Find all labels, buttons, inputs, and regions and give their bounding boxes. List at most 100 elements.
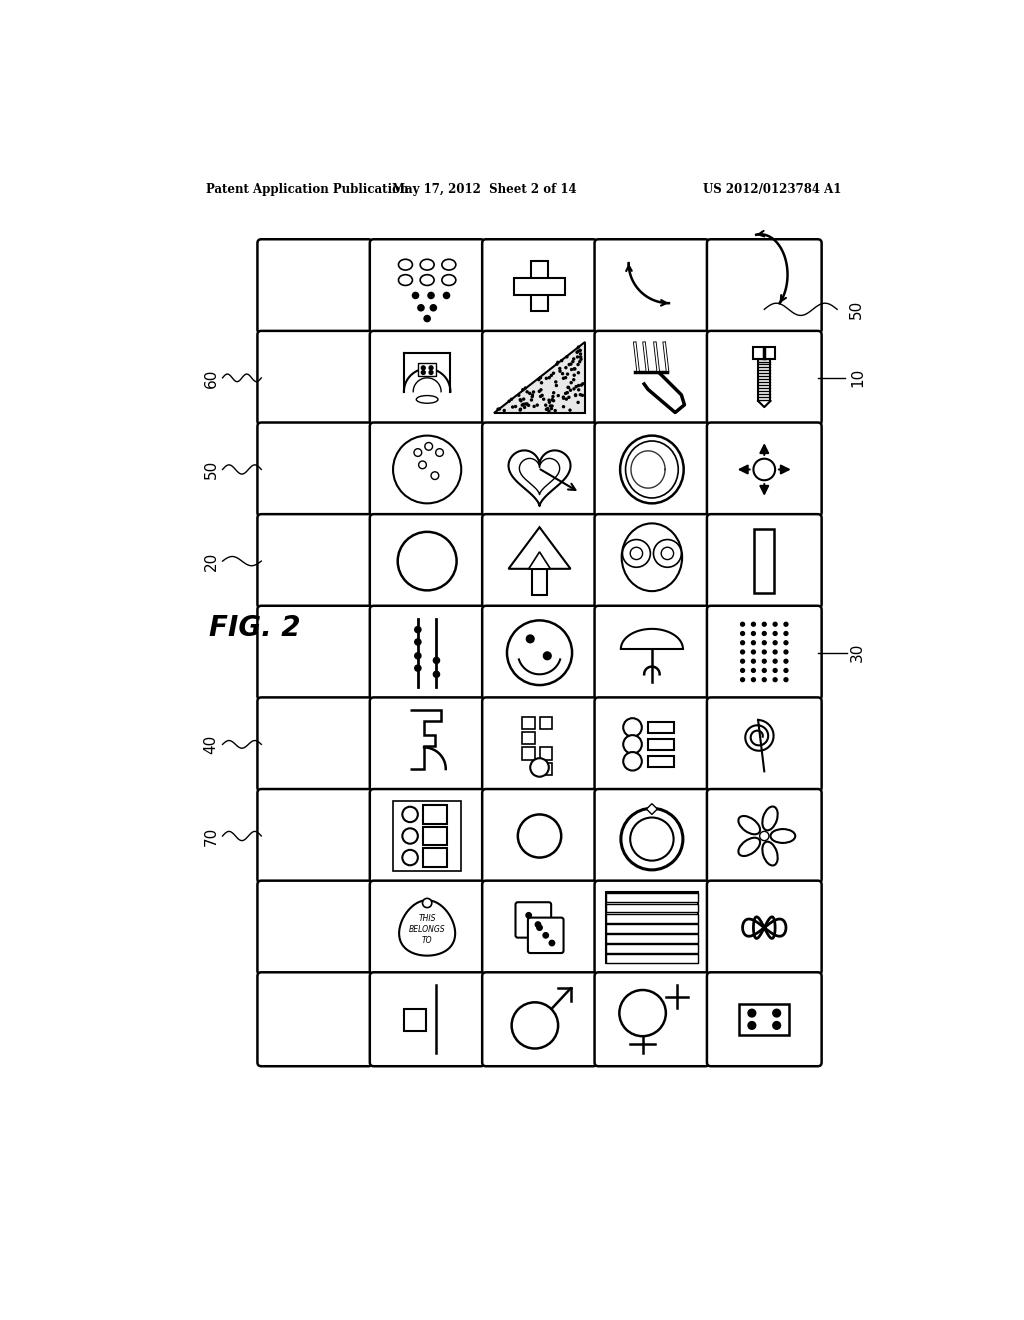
Circle shape xyxy=(546,378,547,379)
Circle shape xyxy=(762,659,766,663)
Circle shape xyxy=(528,392,530,395)
Circle shape xyxy=(784,677,787,681)
Bar xyxy=(754,347,775,359)
Circle shape xyxy=(578,401,580,404)
Circle shape xyxy=(518,814,561,858)
Circle shape xyxy=(521,404,523,407)
Circle shape xyxy=(752,622,756,626)
Circle shape xyxy=(562,397,564,399)
Text: US 2012/0123784 A1: US 2012/0123784 A1 xyxy=(702,182,841,195)
Circle shape xyxy=(429,366,433,370)
Circle shape xyxy=(559,370,561,372)
FancyBboxPatch shape xyxy=(257,973,372,1067)
Bar xyxy=(514,277,564,294)
Circle shape xyxy=(540,396,542,397)
Circle shape xyxy=(413,293,419,298)
Circle shape xyxy=(418,305,424,312)
FancyBboxPatch shape xyxy=(257,422,372,516)
Circle shape xyxy=(549,405,551,407)
Text: Patent Application Publication: Patent Application Publication xyxy=(206,182,408,195)
FancyBboxPatch shape xyxy=(482,239,597,333)
Circle shape xyxy=(526,391,528,393)
Circle shape xyxy=(538,379,540,380)
Circle shape xyxy=(555,381,557,383)
Circle shape xyxy=(580,393,582,396)
Circle shape xyxy=(551,405,553,407)
Bar xyxy=(522,747,535,760)
Circle shape xyxy=(578,372,580,374)
Circle shape xyxy=(582,395,584,396)
FancyBboxPatch shape xyxy=(595,697,710,792)
Circle shape xyxy=(530,758,549,776)
Ellipse shape xyxy=(442,275,456,285)
Circle shape xyxy=(519,409,521,411)
Circle shape xyxy=(564,392,566,395)
Circle shape xyxy=(550,375,552,376)
FancyBboxPatch shape xyxy=(707,239,821,333)
Circle shape xyxy=(773,640,777,644)
FancyBboxPatch shape xyxy=(257,697,372,792)
Circle shape xyxy=(574,393,577,396)
Circle shape xyxy=(540,389,542,391)
Circle shape xyxy=(415,665,421,672)
Circle shape xyxy=(773,631,777,635)
Circle shape xyxy=(578,363,579,366)
Circle shape xyxy=(740,622,744,626)
Circle shape xyxy=(497,408,499,411)
Circle shape xyxy=(565,367,567,368)
Circle shape xyxy=(573,374,575,376)
FancyBboxPatch shape xyxy=(515,903,551,937)
Circle shape xyxy=(557,362,559,363)
Circle shape xyxy=(552,396,554,397)
Circle shape xyxy=(532,391,535,393)
Circle shape xyxy=(570,381,572,384)
Circle shape xyxy=(577,351,579,354)
Circle shape xyxy=(424,315,430,322)
Circle shape xyxy=(541,395,543,396)
Circle shape xyxy=(522,388,524,391)
Circle shape xyxy=(530,399,532,401)
Circle shape xyxy=(531,396,534,397)
Circle shape xyxy=(543,399,545,400)
Ellipse shape xyxy=(417,396,438,404)
Circle shape xyxy=(579,360,581,363)
FancyBboxPatch shape xyxy=(528,917,563,953)
FancyBboxPatch shape xyxy=(370,331,484,425)
Circle shape xyxy=(580,356,582,358)
FancyBboxPatch shape xyxy=(482,789,597,883)
Circle shape xyxy=(748,1010,756,1016)
Circle shape xyxy=(578,384,580,387)
Circle shape xyxy=(537,925,543,931)
Circle shape xyxy=(773,668,777,672)
FancyBboxPatch shape xyxy=(707,515,821,609)
Circle shape xyxy=(662,548,674,560)
Bar xyxy=(423,805,446,824)
Bar xyxy=(540,763,552,775)
Circle shape xyxy=(773,1022,780,1030)
FancyBboxPatch shape xyxy=(370,697,484,792)
Circle shape xyxy=(546,408,548,411)
Text: 60: 60 xyxy=(204,368,219,388)
Polygon shape xyxy=(509,527,570,569)
Bar xyxy=(418,363,436,376)
Circle shape xyxy=(752,631,756,635)
FancyBboxPatch shape xyxy=(257,239,372,333)
Circle shape xyxy=(752,649,756,653)
Circle shape xyxy=(536,921,541,927)
Circle shape xyxy=(402,850,418,866)
Circle shape xyxy=(740,649,744,653)
Circle shape xyxy=(773,622,777,626)
Circle shape xyxy=(568,363,570,366)
Circle shape xyxy=(567,387,569,388)
FancyBboxPatch shape xyxy=(482,606,597,700)
Circle shape xyxy=(552,372,554,375)
Circle shape xyxy=(544,652,551,660)
Circle shape xyxy=(415,627,421,632)
Circle shape xyxy=(581,384,583,385)
Text: 50: 50 xyxy=(849,300,864,319)
Circle shape xyxy=(443,293,450,298)
Circle shape xyxy=(435,449,443,457)
Circle shape xyxy=(549,940,555,945)
Circle shape xyxy=(784,640,787,644)
Circle shape xyxy=(551,399,553,401)
